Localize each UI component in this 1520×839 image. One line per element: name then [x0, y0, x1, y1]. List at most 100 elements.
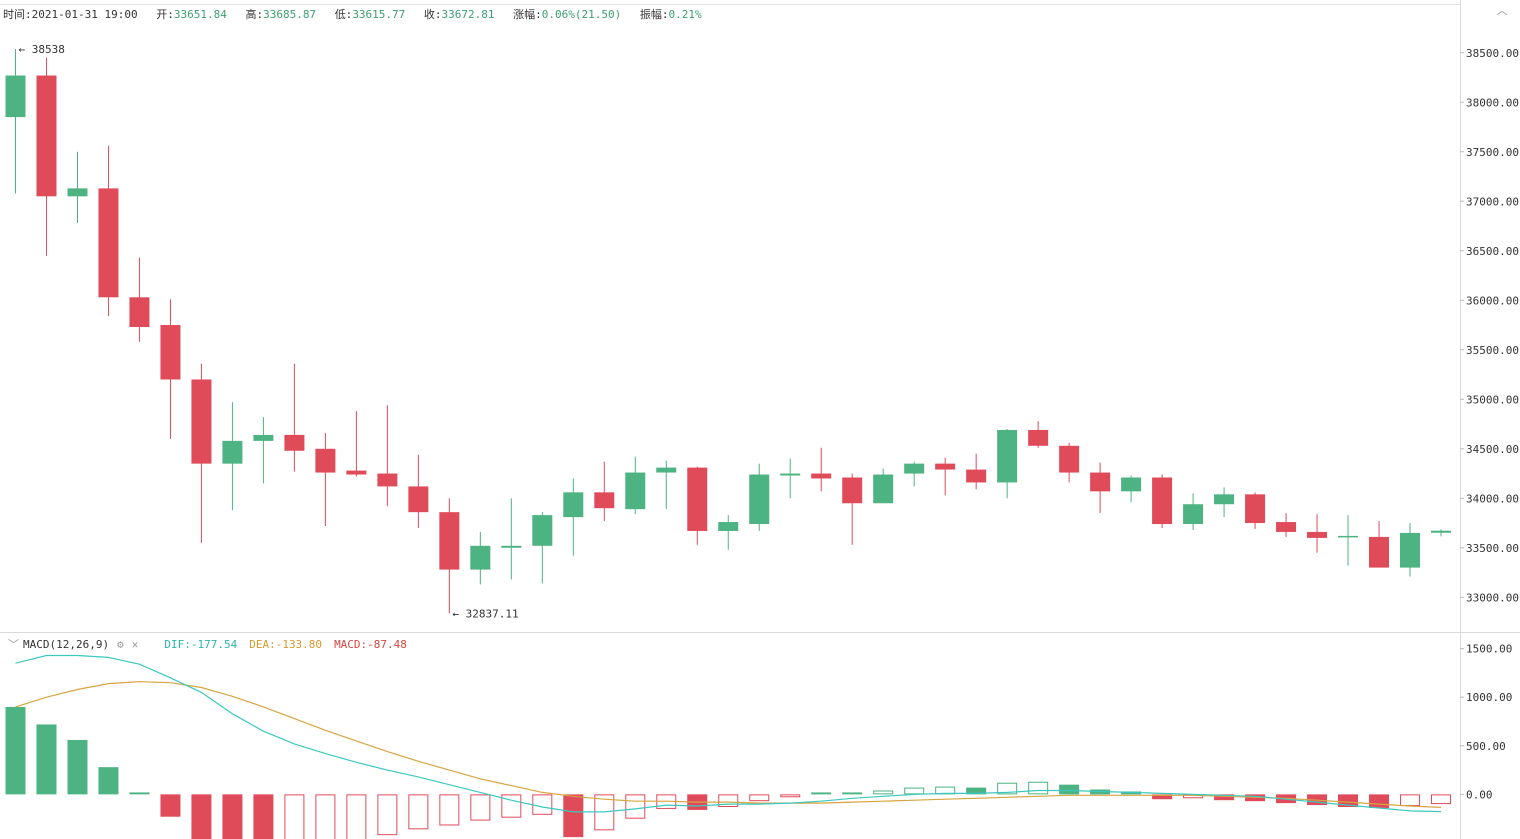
candle-body — [439, 512, 460, 570]
candle-body — [1121, 477, 1142, 492]
candle-body — [1369, 536, 1390, 568]
macd-bar — [718, 794, 739, 807]
macd-bar — [36, 724, 57, 795]
candle-body — [129, 297, 150, 328]
macd-value: MACD:-87.48 — [334, 637, 407, 651]
candle-body — [904, 463, 925, 474]
candle-body — [842, 477, 863, 504]
candle-body — [1183, 504, 1204, 525]
close-value: 33672.81 — [441, 8, 495, 21]
candle-body — [811, 473, 832, 479]
candle-body — [1090, 472, 1111, 492]
candle-body — [1152, 477, 1173, 525]
macd-bar — [811, 792, 832, 795]
macd-bar — [160, 794, 181, 817]
candle-body — [36, 75, 57, 197]
gear-icon[interactable]: ⚙ — [117, 637, 124, 651]
candle-body — [1276, 522, 1297, 532]
close-icon[interactable]: ✕ — [131, 637, 139, 651]
price-tick-label: 33500.00 — [1466, 542, 1519, 555]
candle-body — [408, 486, 429, 513]
candle-body — [656, 467, 677, 473]
amplitude-value: 0.21% — [668, 8, 702, 21]
macd-bar — [1400, 794, 1421, 807]
candle-body — [594, 492, 615, 509]
price-tick-label: 38000.00 — [1466, 96, 1519, 109]
candle-body — [563, 492, 584, 518]
macd-bar — [1431, 794, 1451, 805]
macd-bar — [563, 794, 584, 838]
candle-body — [98, 188, 119, 298]
candle-body — [501, 545, 522, 548]
macd-bar — [532, 794, 553, 815]
change-label: 涨幅: — [513, 8, 542, 21]
candle-body — [5, 75, 26, 118]
chevron-down-icon[interactable]: ﹀ — [8, 638, 19, 651]
close-label: 收: — [423, 8, 442, 21]
macd-bar — [470, 794, 491, 821]
dea-line — [15, 681, 1442, 808]
macd-bar — [997, 782, 1018, 795]
macd-bar — [501, 794, 522, 818]
macd-bar — [439, 794, 460, 826]
candle-body — [67, 188, 88, 197]
macd-bar — [408, 794, 429, 830]
open-label: 开: — [156, 8, 174, 21]
candle-body — [1307, 531, 1328, 538]
change-value: 0.06%(21.50) — [541, 8, 622, 21]
extreme-annotation: ← 38538 — [19, 43, 65, 56]
chevron-up-icon[interactable]: ︿ — [1496, 4, 1508, 17]
candle-body — [1028, 429, 1049, 446]
macd-bar — [253, 794, 274, 839]
candle-body — [780, 473, 801, 476]
macd-bar — [67, 739, 88, 795]
candle-body — [966, 469, 987, 483]
price-tick-label: 35500.00 — [1466, 344, 1519, 357]
time-value: 2021-01-31 19:00 — [31, 8, 138, 21]
candle-body — [1059, 445, 1080, 473]
candle-body — [222, 440, 243, 464]
price-tick-label: 35000.00 — [1466, 393, 1519, 406]
candle-body — [1338, 535, 1359, 538]
candle-body — [1245, 494, 1266, 524]
macd-indicator-label: MACD(12,26,9) — [23, 637, 110, 651]
candle-body — [253, 434, 274, 441]
macd-bar — [191, 794, 212, 839]
macd-bar — [315, 794, 336, 839]
candle-body — [284, 434, 305, 451]
price-tick-label: 34000.00 — [1466, 492, 1519, 505]
extreme-annotation: ← 32837.11 — [452, 607, 518, 620]
amplitude-label: 振幅: — [639, 8, 669, 21]
macd-bar — [780, 794, 801, 798]
low-value: 33615.77 — [352, 8, 406, 21]
price-tick-label: 38500.00 — [1466, 47, 1519, 60]
macd-bar — [129, 792, 150, 795]
candle-body — [687, 467, 708, 531]
low-label: 低: — [334, 8, 353, 21]
candle-body — [718, 522, 739, 531]
candle-body — [625, 472, 646, 510]
price-tick-label: 36000.00 — [1466, 294, 1519, 307]
price-tick-label: 33000.00 — [1466, 591, 1519, 604]
macd-bar — [1059, 784, 1080, 795]
dif-line — [15, 654, 1442, 813]
candle-body — [315, 448, 336, 473]
macd-bar — [346, 794, 367, 839]
candle-body — [1400, 532, 1421, 568]
macd-bar — [1369, 794, 1390, 808]
macd-tick-label: 1500.00 — [1466, 643, 1512, 656]
price-tick-label: 36500.00 — [1466, 245, 1519, 258]
candle-body — [1214, 494, 1235, 505]
candle-body — [749, 474, 770, 525]
candle-body — [470, 545, 491, 570]
candle-body — [873, 474, 894, 504]
candle-body — [160, 325, 181, 380]
macd-tick-label: 0.00 — [1466, 788, 1493, 801]
ohlc-info-bar: 时间:2021-01-31 19:00 开:33651.84 高:33685.8… — [3, 6, 714, 22]
dif-value: DIF:-177.54 — [164, 637, 238, 651]
macd-legend: ﹀ MACD(12,26,9) ⚙ ✕ DIF:-177.54 DEA:-133… — [8, 636, 407, 652]
time-label: 时间: — [3, 8, 32, 21]
candle-body — [191, 379, 212, 464]
macd-bar — [1028, 781, 1049, 795]
